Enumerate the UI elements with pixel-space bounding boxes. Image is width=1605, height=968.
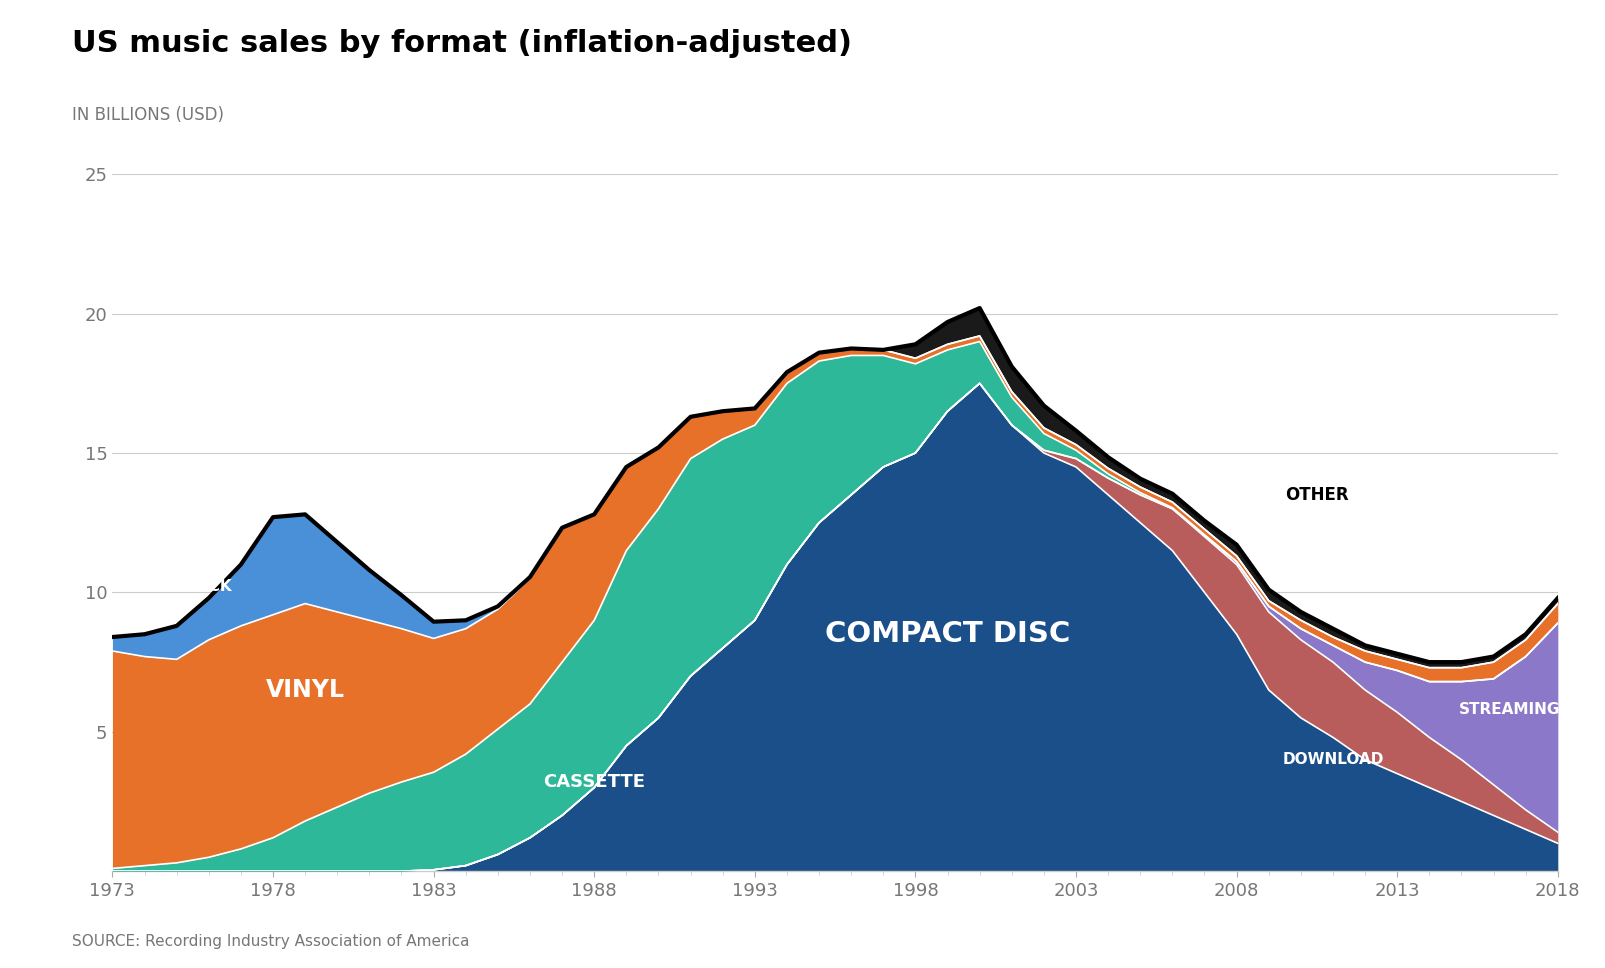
Text: DOWNLOAD: DOWNLOAD <box>1281 752 1384 768</box>
Text: OTHER: OTHER <box>1284 486 1348 503</box>
Text: VINYL: VINYL <box>265 678 345 702</box>
Text: SOURCE: Recording Industry Association of America: SOURCE: Recording Industry Association o… <box>72 934 470 949</box>
Text: STREAMING: STREAMING <box>1457 702 1560 717</box>
Text: 8-TRACK: 8-TRACK <box>160 579 233 594</box>
Text: IN BILLIONS (USD): IN BILLIONS (USD) <box>72 106 225 125</box>
Text: COMPACT DISC: COMPACT DISC <box>825 620 1069 649</box>
Text: CASSETTE: CASSETTE <box>542 773 645 791</box>
Text: US music sales by format (inflation-adjusted): US music sales by format (inflation-adju… <box>72 29 852 58</box>
